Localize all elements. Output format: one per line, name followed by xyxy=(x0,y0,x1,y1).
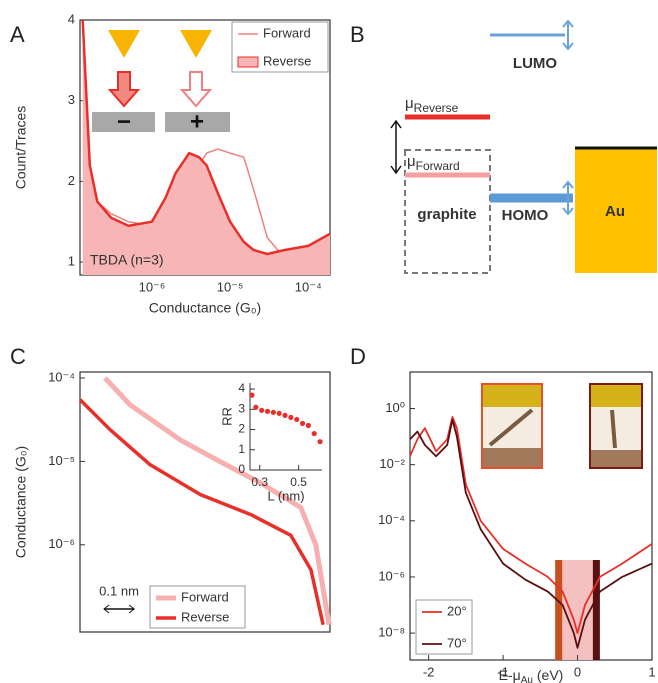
point xyxy=(277,411,282,416)
x-axis-label-part: E-μ xyxy=(499,667,521,683)
y-tick-label: 0 xyxy=(238,462,245,476)
page: {"panel_labels": ["A", "B", "C", "D"], "… xyxy=(0,0,658,683)
legend-label: Forward xyxy=(181,589,229,604)
y-tick-label: 10⁻² xyxy=(379,456,405,471)
legend-label: 70° xyxy=(447,635,467,650)
point xyxy=(253,405,258,410)
shaded-edge xyxy=(593,560,600,660)
y-tick-label: 3 xyxy=(68,92,75,107)
y-tick-label: 10⁻⁴ xyxy=(48,369,75,384)
inset-sign: + xyxy=(190,108,204,135)
panel-label: B xyxy=(350,22,365,47)
x-axis-label: L (nm) xyxy=(267,488,304,503)
y-tick-label: 4 xyxy=(68,11,75,26)
graphite-label: graphite xyxy=(417,206,476,223)
mu-label: μReverse xyxy=(405,95,459,115)
figure: A B C D − + LUMO μReverse μForward graph… xyxy=(0,0,658,683)
y-tick-label: 3 xyxy=(238,401,245,415)
y-tick-label: 10⁰ xyxy=(385,400,405,415)
x-axis-label: E-μAu (eV) xyxy=(499,667,564,683)
y-tick-label: 4 xyxy=(238,381,245,395)
legend-label: 20° xyxy=(447,603,467,618)
inset-sign: − xyxy=(117,108,131,135)
y-axis-label: RR xyxy=(219,407,234,426)
annotation: TBDA (n=3) xyxy=(90,252,164,268)
point xyxy=(300,421,305,426)
legend-label: Reverse xyxy=(181,609,229,624)
x-tick-label: 0.3 xyxy=(251,475,268,489)
y-tick-label: 10⁻⁶ xyxy=(48,536,75,551)
point xyxy=(312,431,317,436)
mu-symbol: μ xyxy=(407,153,416,170)
mu-label: μForward xyxy=(407,153,460,173)
x-tick-label: -2 xyxy=(423,664,435,679)
energy-diagram: LUMO μReverse μForward graphite HOMO Au xyxy=(391,21,657,273)
y-axis-label: Conductance (G₀) xyxy=(13,446,29,558)
scale-bar-label: 0.1 nm xyxy=(99,583,139,598)
y-tick-label: 10⁻⁴ xyxy=(378,512,405,527)
x-tick-label: 0 xyxy=(574,664,581,679)
point xyxy=(271,410,276,415)
x-tick-label: 10⁻⁵ xyxy=(217,279,244,294)
panel-label: C xyxy=(10,344,26,369)
inset-cartoon: − + xyxy=(92,30,230,135)
mu-subscript: Forward xyxy=(416,159,460,173)
mu-symbol: μ xyxy=(405,95,414,112)
point xyxy=(282,413,287,418)
panel-label: A xyxy=(10,22,25,47)
homo-label: HOMO xyxy=(502,207,549,224)
point xyxy=(294,417,299,422)
y-tick-label: 2 xyxy=(238,422,245,436)
point xyxy=(249,393,254,398)
legend-label: Reverse xyxy=(263,53,311,68)
x-axis-label-part: (eV) xyxy=(533,667,563,683)
y-tick-label: 10⁻⁶ xyxy=(378,568,405,583)
molecule-inset xyxy=(482,384,642,468)
lumo-label: LUMO xyxy=(513,55,557,72)
point xyxy=(288,415,293,420)
y-axis-label: Count/Traces xyxy=(13,106,29,190)
legend-swatch xyxy=(238,57,258,67)
x-axis-label: Conductance (G₀) xyxy=(149,300,261,316)
point xyxy=(259,408,264,413)
legend-label: Forward xyxy=(263,25,311,40)
au-label: Au xyxy=(605,203,625,220)
point xyxy=(265,409,270,414)
x-tick-label: 10⁻⁴ xyxy=(295,279,322,294)
shaded-edge xyxy=(555,560,562,660)
point xyxy=(317,439,322,444)
y-tick-label: 10⁻⁵ xyxy=(48,453,75,468)
x-tick-label: 1 xyxy=(648,664,655,679)
panel-label: D xyxy=(350,344,366,369)
x-tick-label: 0.5 xyxy=(290,475,307,489)
x-axis-label-part: Au xyxy=(521,675,533,683)
y-tick-label: 1 xyxy=(238,442,245,456)
y-tick-label: 10⁻⁸ xyxy=(378,625,405,640)
y-tick-label: 1 xyxy=(68,254,75,269)
mu-subscript: Reverse xyxy=(414,101,459,115)
point xyxy=(306,423,311,428)
y-tick-label: 2 xyxy=(68,173,75,188)
x-tick-label: 10⁻⁶ xyxy=(139,279,166,294)
